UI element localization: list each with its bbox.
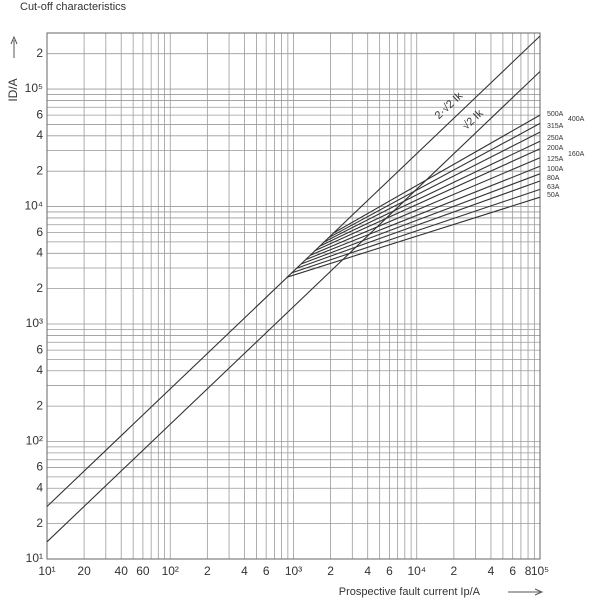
y-tick-label: 6 <box>36 460 43 474</box>
x-axis-arrowhead <box>534 588 544 596</box>
series-line <box>323 131 541 243</box>
x-tick-label: 4 <box>364 564 371 578</box>
x-tick-label: 6 <box>386 564 393 578</box>
x-tick-label: 10³ <box>285 564 302 578</box>
y-tick-label: 2 <box>36 516 43 530</box>
y-tick-label: 10² <box>26 434 43 448</box>
y-tick-label: 6 <box>36 107 43 121</box>
series-line <box>328 122 541 239</box>
x-tick-label: 8 <box>525 564 532 578</box>
y-tick-label: 4 <box>36 363 43 377</box>
series-line <box>46 35 541 507</box>
y-tick-label: 10³ <box>26 316 43 330</box>
y-axis-label: ID/A <box>6 78 20 101</box>
x-tick-label: 10¹ <box>38 564 55 578</box>
y-tick-label: 4 <box>36 245 43 259</box>
series-label: 250A <box>547 135 564 142</box>
y-tick-label: 2 <box>36 163 43 177</box>
line-label: √2 Ik <box>460 107 486 132</box>
series-line <box>300 173 541 265</box>
chart-title: Cut-off characteristics <box>20 1 127 13</box>
series-label: 500A <box>547 111 564 118</box>
x-axis-label: Prospective fault current Ip/A <box>339 586 481 598</box>
y-tick-label: 6 <box>36 225 43 239</box>
series-line <box>314 148 541 252</box>
x-tick-label: 20 <box>77 564 91 578</box>
x-tick-label: 40 <box>115 564 129 578</box>
x-tick-label: 10⁵ <box>531 564 549 578</box>
series-label: 50A <box>547 192 560 199</box>
y-tick-label: 4 <box>36 128 43 142</box>
y-axis-arrowhead <box>10 35 18 45</box>
x-tick-label: 10² <box>162 564 179 578</box>
y-tick-label: 2 <box>36 281 43 295</box>
x-tick-label: 10⁴ <box>407 564 426 578</box>
x-tick-label: 6 <box>509 564 516 578</box>
series-line <box>291 188 541 274</box>
x-tick-label: 4 <box>488 564 495 578</box>
series-line <box>46 71 541 543</box>
series-label: 63A <box>547 184 560 191</box>
series-label: 100A <box>547 166 564 173</box>
y-tick-label: 10⁵ <box>25 81 43 95</box>
y-tick-label: 2 <box>36 398 43 412</box>
series-label: 160A <box>568 151 585 158</box>
x-tick-label: 2 <box>204 564 211 578</box>
x-tick-label: 4 <box>241 564 248 578</box>
series-label: 400A <box>568 116 585 123</box>
y-tick-label: 4 <box>36 480 43 494</box>
y-tick-label: 2 <box>36 46 43 60</box>
x-tick-label: 2 <box>451 564 458 578</box>
y-tick-label: 10⁴ <box>24 199 43 213</box>
series-line <box>305 165 541 261</box>
x-tick-label: 6 <box>263 564 270 578</box>
x-tick-label: 60 <box>136 564 150 578</box>
series-label: 200A <box>547 145 564 152</box>
y-tick-label: 6 <box>36 342 43 356</box>
series-line <box>295 180 541 270</box>
y-tick-label: 10¹ <box>26 551 43 565</box>
x-tick-label: 2 <box>327 564 334 578</box>
series-line <box>286 196 541 278</box>
series-line <box>309 157 541 256</box>
series-label: 80A <box>547 175 560 182</box>
series-line <box>332 114 541 234</box>
series-label: 315A <box>547 123 564 130</box>
series-label: 125A <box>547 156 564 163</box>
plot-frame <box>46 32 541 560</box>
series-line <box>318 140 541 247</box>
